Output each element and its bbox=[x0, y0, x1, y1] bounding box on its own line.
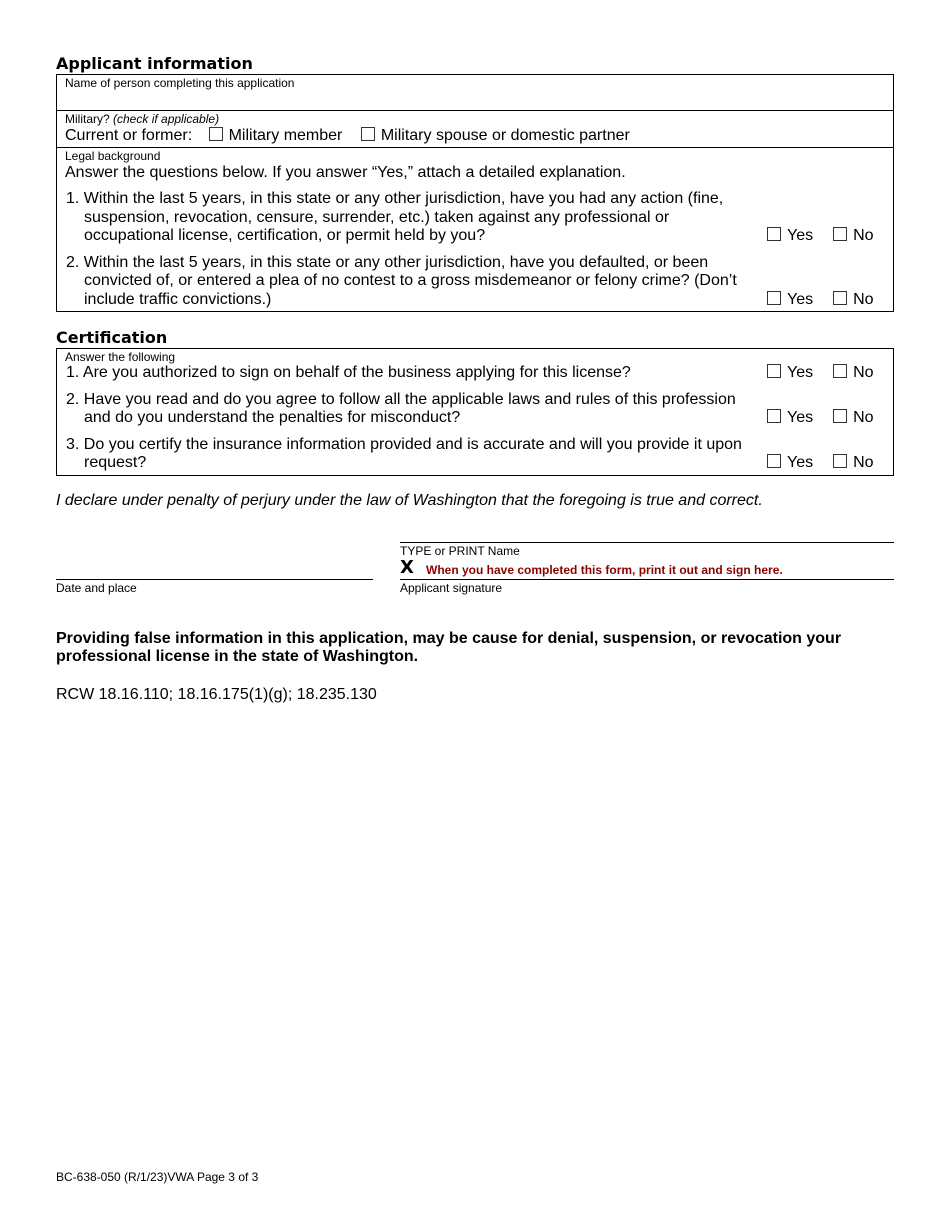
no-label: No bbox=[853, 454, 874, 471]
military-member-checkbox[interactable] bbox=[208, 127, 223, 141]
signature-line[interactable] bbox=[400, 578, 894, 580]
applicant-box: Name of person completing this applicati… bbox=[56, 74, 894, 312]
certification-label: Answer the following bbox=[65, 350, 176, 364]
yes-checkbox[interactable] bbox=[767, 290, 781, 305]
military-label: Military? bbox=[65, 112, 110, 126]
question-text: 3. Do you certify the insurance informat… bbox=[66, 435, 742, 472]
military-member-label: Military member bbox=[228, 127, 343, 144]
certification-question-2: 2. Have you read and do you agree to fol… bbox=[65, 391, 885, 428]
certification-heading: Certification bbox=[56, 328, 168, 347]
military-spouse-label: Military spouse or domestic partner bbox=[380, 127, 630, 144]
no-checkbox[interactable] bbox=[833, 364, 848, 378]
x-mark: X bbox=[400, 556, 414, 578]
question-text: 1. Are you authorized to sign on behalf … bbox=[66, 364, 631, 381]
signature-block: TYPE or PRINT Name X When you have compl… bbox=[56, 541, 894, 602]
no-label: No bbox=[853, 227, 874, 244]
declaration: I declare under penalty of perjury under… bbox=[56, 491, 763, 509]
yes-label: Yes bbox=[787, 227, 814, 244]
question-text: 2. Have you read and do you agree to fol… bbox=[66, 390, 736, 427]
legal-label: Legal background bbox=[65, 149, 161, 163]
warning-text: Providing false information in this appl… bbox=[56, 629, 842, 665]
signature-label: Applicant signature bbox=[400, 580, 503, 595]
yes-label: Yes bbox=[787, 364, 814, 381]
yes-checkbox[interactable] bbox=[767, 227, 781, 241]
legal-background-row: Legal background Answer the questions be… bbox=[57, 147, 893, 311]
yes-label: Yes bbox=[787, 290, 814, 308]
military-hint: (check if applicable) bbox=[113, 112, 220, 126]
military-spouse-checkbox[interactable] bbox=[360, 127, 375, 141]
yes-label: Yes bbox=[787, 409, 814, 426]
certification-box: Answer the following 1. Are you authoriz… bbox=[56, 348, 894, 476]
legal-question-2: 2. Within the last 5 years, in this stat… bbox=[65, 254, 885, 310]
question-text: 1. Within the last 5 years, in this stat… bbox=[66, 190, 724, 244]
question-text: 2. Within the last 5 years, in this stat… bbox=[66, 253, 737, 308]
yes-checkbox[interactable] bbox=[767, 454, 781, 468]
legal-question-1: 1. Within the last 5 years, in this stat… bbox=[65, 190, 885, 246]
certification-question-3: 3. Do you certify the insurance informat… bbox=[65, 436, 885, 473]
rcw-reference: RCW 18.16.110; 18.16.175(1)(g); 18.235.1… bbox=[56, 685, 377, 703]
no-label: No bbox=[853, 409, 874, 426]
yes-label: Yes bbox=[787, 454, 814, 471]
date-place-line[interactable] bbox=[56, 578, 373, 580]
date-place-label: Date and place bbox=[56, 580, 137, 595]
name-label: Name of person completing this applicati… bbox=[65, 76, 295, 90]
yes-checkbox[interactable] bbox=[767, 409, 781, 423]
applicant-heading: Applicant information bbox=[56, 54, 253, 73]
sign-instruction: When you have completed this form, print… bbox=[426, 562, 783, 577]
yes-checkbox[interactable] bbox=[767, 364, 781, 378]
no-checkbox[interactable] bbox=[833, 290, 848, 305]
name-field[interactable]: Name of person completing this applicati… bbox=[57, 75, 893, 110]
no-checkbox[interactable] bbox=[833, 227, 848, 241]
print-name-label: TYPE or PRINT Name bbox=[400, 543, 520, 558]
no-label: No bbox=[853, 290, 874, 308]
no-label: No bbox=[853, 364, 874, 381]
no-checkbox[interactable] bbox=[833, 409, 848, 423]
print-name-line[interactable] bbox=[400, 541, 894, 543]
certification-question-1: 1. Are you authorized to sign on behalf … bbox=[65, 364, 885, 383]
military-row: Military? (check if applicable) Current … bbox=[57, 110, 893, 147]
legal-intro: Answer the questions below. If you answe… bbox=[65, 164, 626, 181]
footer-form-id: BC-638-050 (R/1/23)VWA Page 3 of 3 bbox=[56, 1170, 259, 1184]
no-checkbox[interactable] bbox=[833, 454, 848, 468]
current-former-label: Current or former: bbox=[65, 127, 193, 144]
